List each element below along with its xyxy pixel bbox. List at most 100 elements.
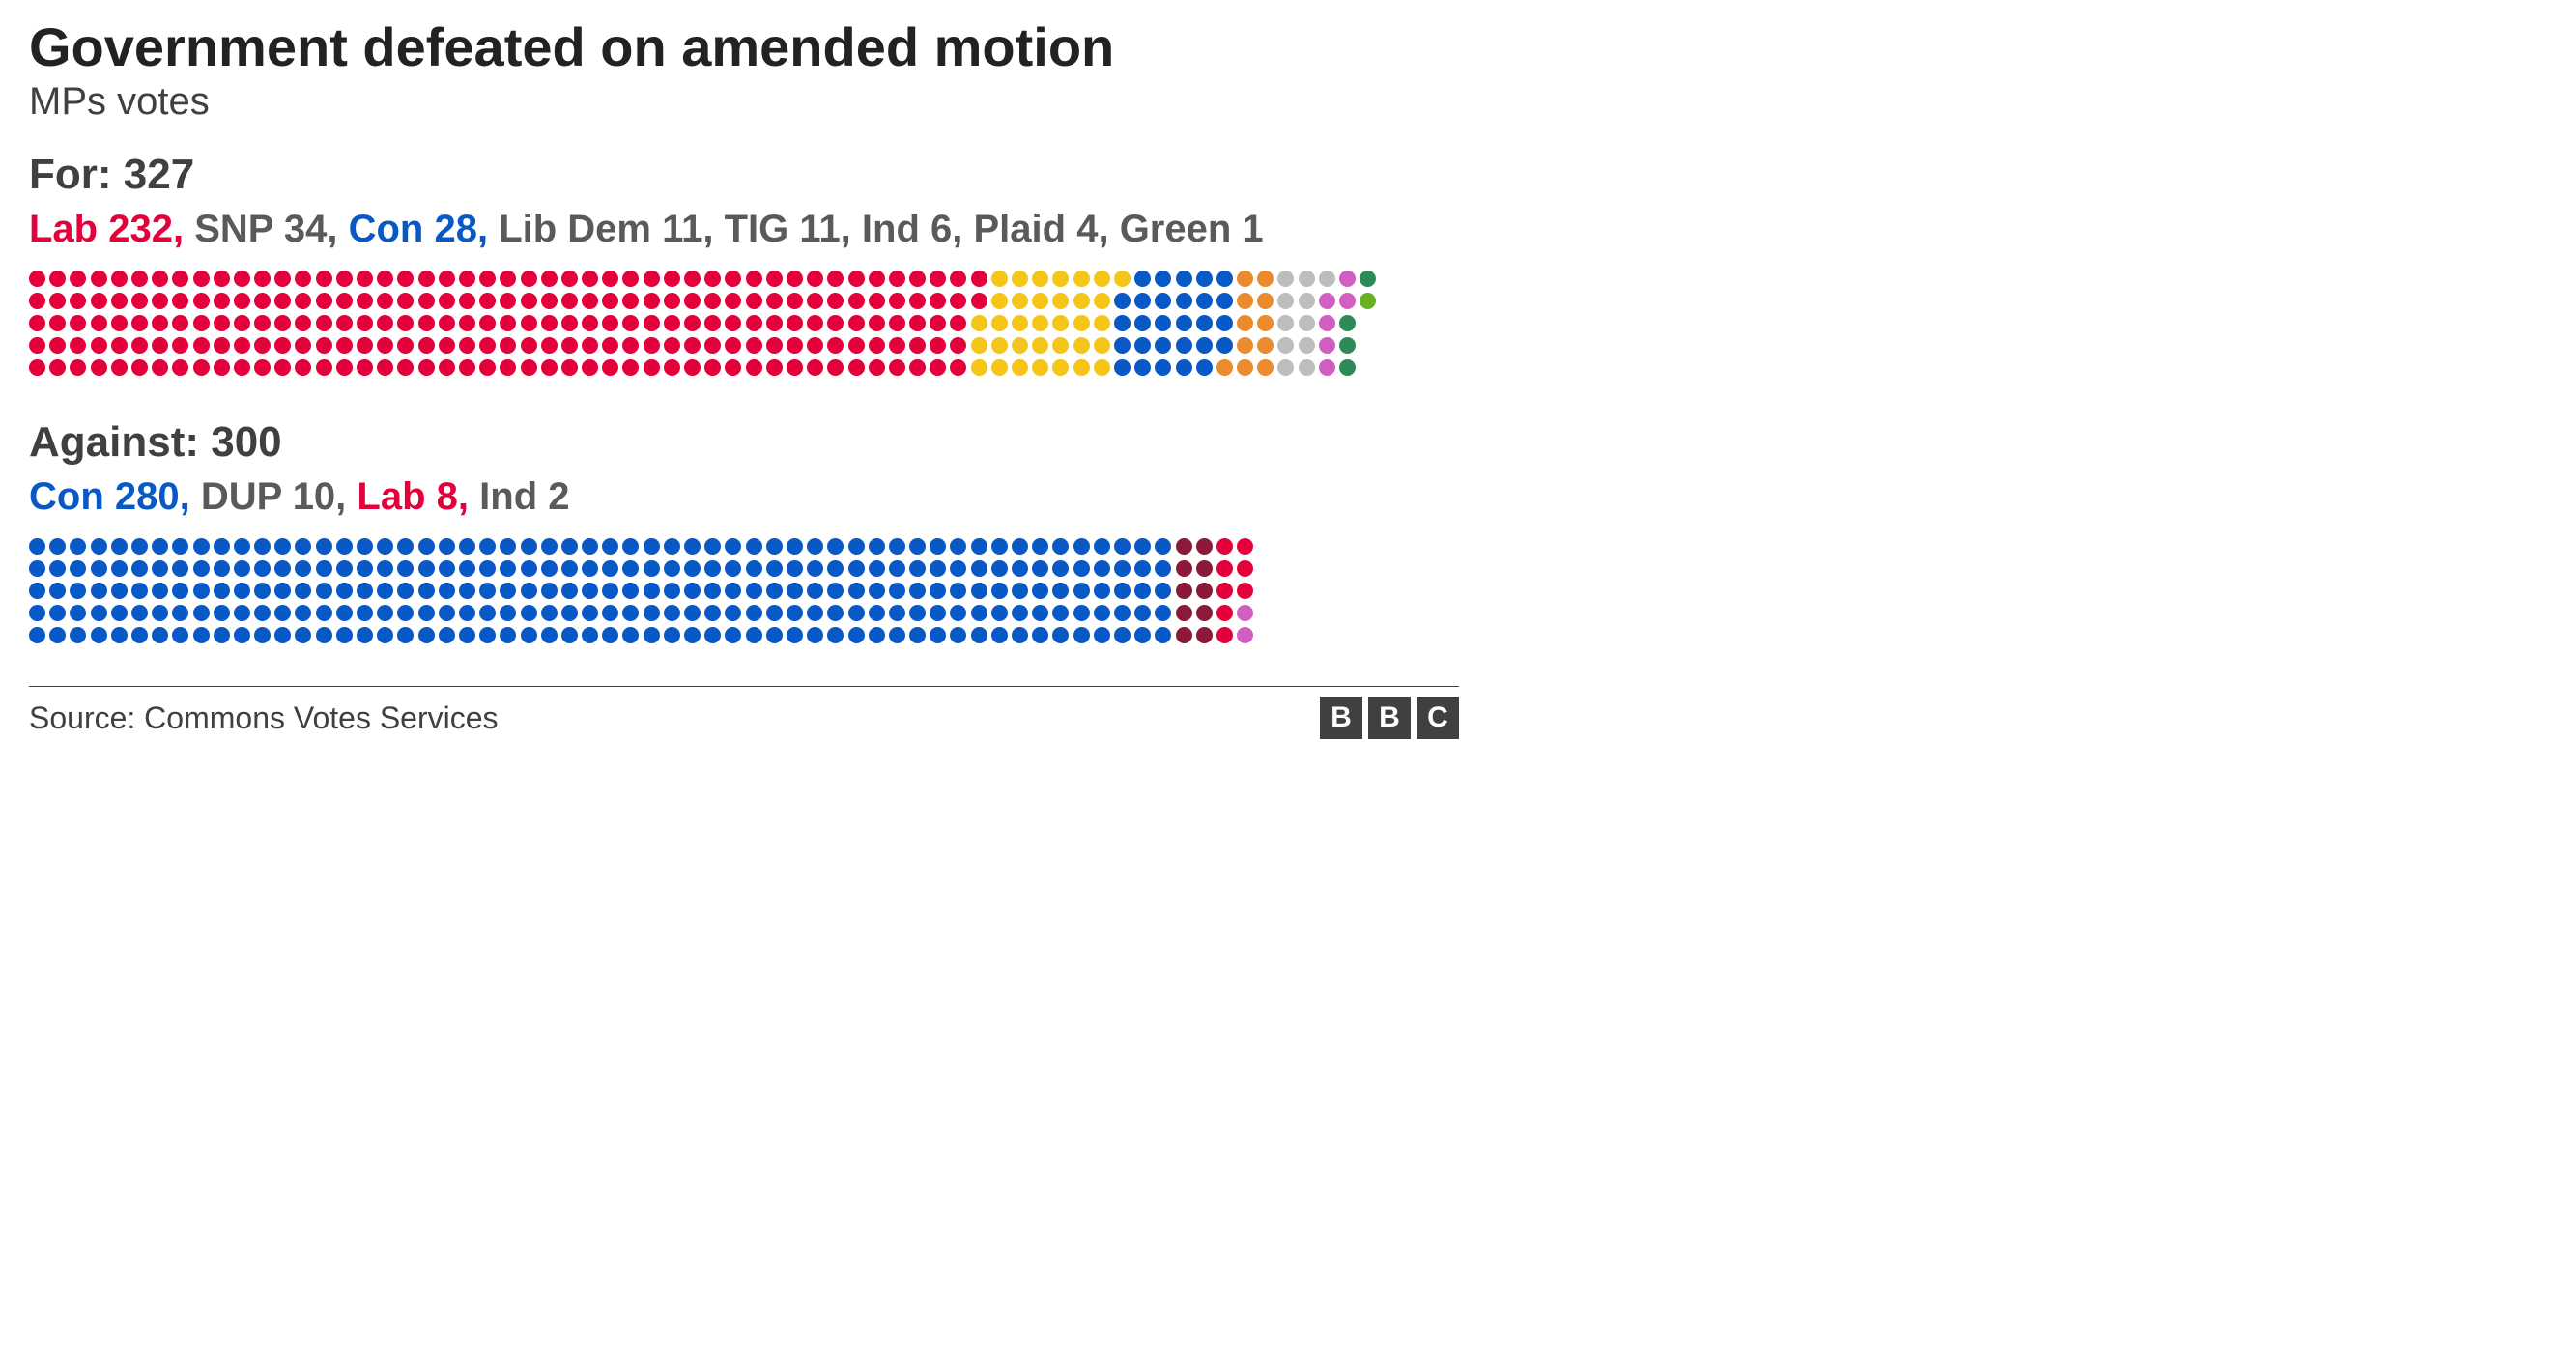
vote-dot bbox=[869, 315, 885, 331]
vote-dot bbox=[234, 583, 250, 599]
vote-dot bbox=[644, 605, 660, 621]
vote-dot bbox=[295, 359, 311, 376]
vote-dot bbox=[1052, 583, 1069, 599]
vote-dot bbox=[541, 627, 558, 643]
vote-dot bbox=[684, 271, 701, 287]
vote-dot bbox=[807, 315, 823, 331]
vote-dot bbox=[950, 538, 966, 555]
vote-dot bbox=[1114, 605, 1131, 621]
vote-dot bbox=[1134, 605, 1151, 621]
vote-dot bbox=[725, 359, 741, 376]
vote-dot bbox=[418, 359, 435, 376]
vote-dot bbox=[1114, 583, 1131, 599]
vote-dot bbox=[664, 359, 680, 376]
vote-dot bbox=[582, 605, 598, 621]
vote-dot bbox=[991, 293, 1008, 309]
vote-dot bbox=[111, 271, 128, 287]
vote-dot bbox=[111, 337, 128, 354]
vote-dot bbox=[1277, 337, 1294, 354]
vote-dot bbox=[1277, 271, 1294, 287]
vote-dot bbox=[49, 583, 66, 599]
vote-dot bbox=[725, 560, 741, 577]
vote-dot bbox=[91, 315, 107, 331]
vote-dot bbox=[950, 337, 966, 354]
vote-dot bbox=[131, 293, 148, 309]
vote-dot bbox=[111, 315, 128, 331]
vote-dot bbox=[1094, 337, 1110, 354]
vote-dot bbox=[1155, 315, 1171, 331]
vote-dot bbox=[29, 359, 45, 376]
vote-dot bbox=[746, 293, 762, 309]
vote-dot bbox=[704, 627, 721, 643]
vote-dot bbox=[131, 538, 148, 555]
vote-dot bbox=[889, 337, 905, 354]
vote-dot bbox=[172, 605, 188, 621]
vote-dot bbox=[807, 337, 823, 354]
vote-dot bbox=[582, 627, 598, 643]
vote-dot bbox=[254, 560, 271, 577]
party-label: Lab 8, bbox=[357, 475, 469, 518]
vote-dot bbox=[869, 271, 885, 287]
vote-dot bbox=[541, 271, 558, 287]
vote-dot bbox=[1299, 359, 1315, 376]
vote-dot bbox=[214, 271, 230, 287]
vote-dot bbox=[644, 538, 660, 555]
dot-row bbox=[29, 271, 1459, 287]
vote-dot bbox=[889, 627, 905, 643]
vote-dot bbox=[807, 271, 823, 287]
vote-dot bbox=[930, 560, 946, 577]
vote-dot bbox=[704, 337, 721, 354]
vote-dot bbox=[316, 359, 332, 376]
vote-dot bbox=[1196, 627, 1213, 643]
vote-dot bbox=[787, 293, 803, 309]
vote-dot bbox=[254, 337, 271, 354]
vote-dot bbox=[1237, 605, 1253, 621]
vote-dot bbox=[295, 560, 311, 577]
vote-dot bbox=[766, 293, 783, 309]
vote-dot bbox=[684, 583, 701, 599]
vote-dot bbox=[541, 293, 558, 309]
vote-dot bbox=[684, 315, 701, 331]
vote-dot bbox=[377, 560, 393, 577]
vote-dot bbox=[950, 271, 966, 287]
vote-dot bbox=[746, 271, 762, 287]
vote-dot bbox=[1196, 560, 1213, 577]
vote-dot bbox=[889, 271, 905, 287]
vote-dot bbox=[644, 293, 660, 309]
vote-dot bbox=[274, 293, 291, 309]
vote-dot bbox=[684, 560, 701, 577]
vote-dot bbox=[1339, 359, 1356, 376]
vote-dot bbox=[766, 337, 783, 354]
vote-dot bbox=[1052, 359, 1069, 376]
vote-dot bbox=[1094, 627, 1110, 643]
party-label: DUP 10, bbox=[201, 475, 346, 518]
vote-dot bbox=[704, 538, 721, 555]
vote-dot bbox=[950, 583, 966, 599]
vote-dot bbox=[1012, 583, 1028, 599]
vote-dot bbox=[316, 560, 332, 577]
vote-dot bbox=[541, 315, 558, 331]
vote-dot bbox=[172, 538, 188, 555]
vote-dot bbox=[561, 583, 578, 599]
vote-dot bbox=[193, 560, 210, 577]
vote-dot bbox=[746, 605, 762, 621]
vote-dot bbox=[930, 271, 946, 287]
vote-dot bbox=[111, 560, 128, 577]
vote-dot bbox=[29, 583, 45, 599]
vote-dot bbox=[991, 560, 1008, 577]
vote-dot bbox=[644, 583, 660, 599]
vote-dot bbox=[848, 271, 865, 287]
vote-dot bbox=[766, 271, 783, 287]
vote-dot bbox=[1032, 337, 1048, 354]
vote-dot bbox=[439, 293, 455, 309]
vote-dot bbox=[1176, 605, 1192, 621]
vote-dot bbox=[295, 583, 311, 599]
vote-dot bbox=[152, 560, 168, 577]
vote-dot bbox=[1196, 605, 1213, 621]
vote-dot bbox=[1032, 271, 1048, 287]
vote-dot bbox=[1216, 538, 1233, 555]
vote-dot bbox=[234, 359, 250, 376]
vote-dot bbox=[500, 627, 516, 643]
vote-dot bbox=[316, 293, 332, 309]
vote-dot bbox=[1319, 271, 1335, 287]
